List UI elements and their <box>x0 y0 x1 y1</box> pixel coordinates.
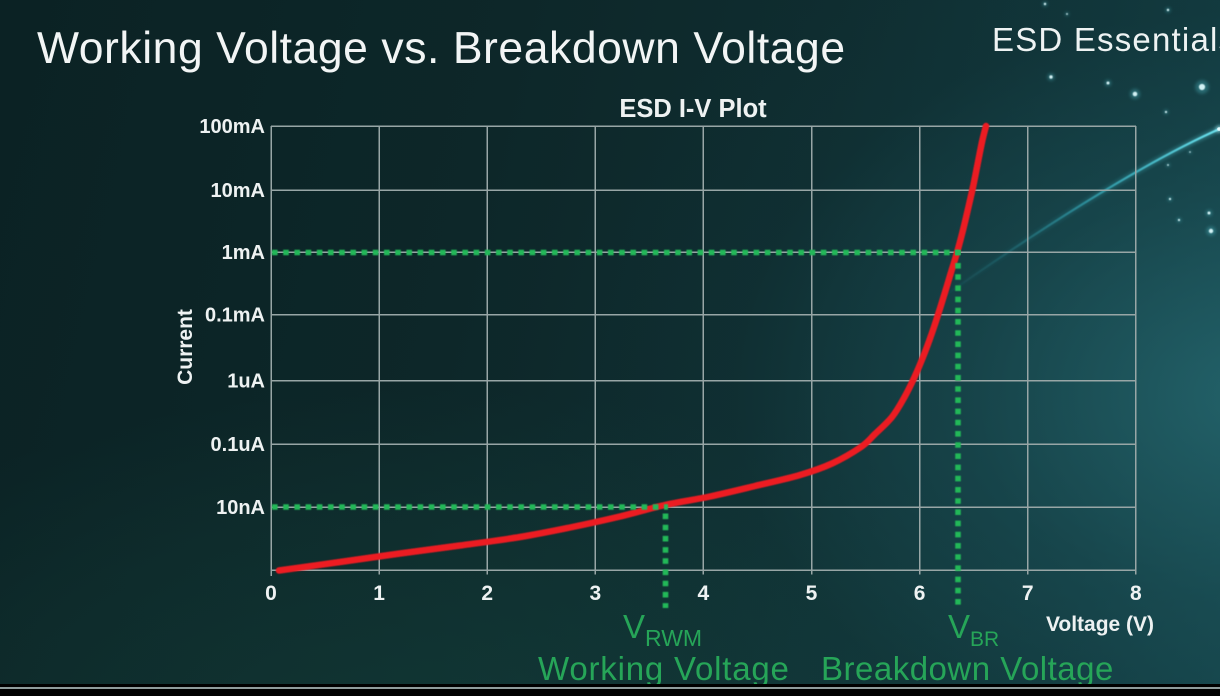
svg-text:6: 6 <box>914 582 926 605</box>
svg-text:4: 4 <box>698 582 710 605</box>
svg-text:ESD I-V Plot: ESD I-V Plot <box>619 95 767 123</box>
svg-text:Breakdown Voltage: Breakdown Voltage <box>821 650 1114 684</box>
svg-text:2: 2 <box>481 582 493 605</box>
svg-text:VBR: VBR <box>948 608 999 651</box>
svg-text:0.1mA: 0.1mA <box>205 305 265 327</box>
svg-text:Current: Current <box>174 309 197 385</box>
svg-text:Working Voltage: Working Voltage <box>538 650 790 684</box>
svg-text:1mA: 1mA <box>222 242 265 264</box>
svg-text:5: 5 <box>806 582 818 605</box>
svg-text:VRWM: VRWM <box>623 608 702 651</box>
svg-text:7: 7 <box>1022 582 1034 605</box>
svg-text:8: 8 <box>1130 582 1142 605</box>
svg-text:0: 0 <box>265 582 277 605</box>
svg-text:1: 1 <box>373 582 385 605</box>
svg-text:3: 3 <box>589 582 601 605</box>
svg-text:0.1uA: 0.1uA <box>211 434 265 456</box>
svg-text:10mA: 10mA <box>211 180 265 202</box>
svg-text:100mA: 100mA <box>199 116 265 138</box>
svg-text:1uA: 1uA <box>227 371 265 393</box>
svg-text:Voltage (V): Voltage (V) <box>1046 613 1154 636</box>
svg-text:10nA: 10nA <box>216 497 265 519</box>
